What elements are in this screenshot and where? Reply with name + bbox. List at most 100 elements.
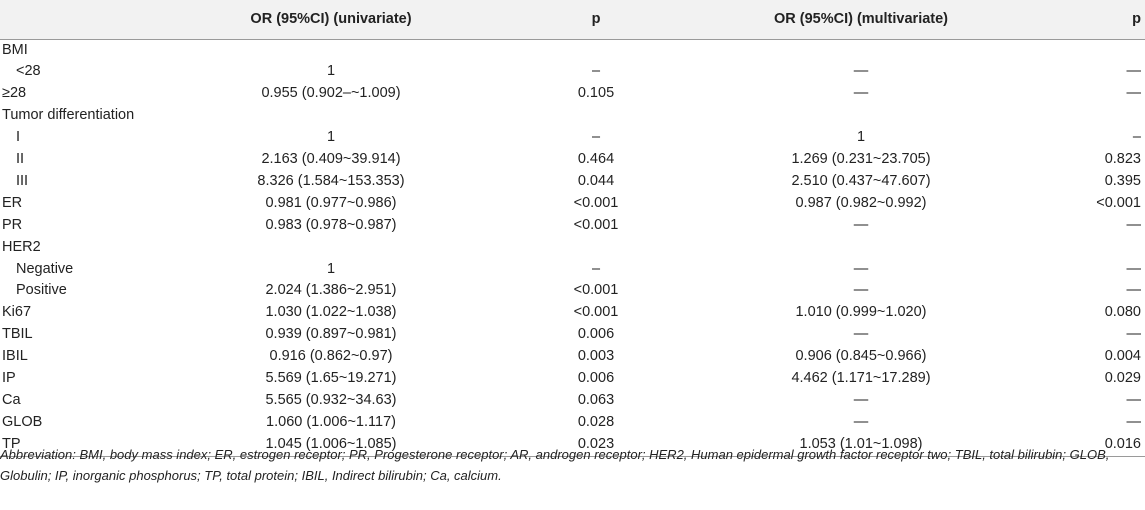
cell-variable: IP bbox=[2, 370, 16, 387]
cell-or-multivariate: 1.269 (0.231~23.705) bbox=[791, 151, 931, 168]
cell-or-univariate: 0.981 (0.977~0.986) bbox=[265, 194, 397, 211]
cell-or-multivariate: 1.053 (1.01~1.098) bbox=[726, 433, 996, 457]
table-row: HER2 bbox=[0, 237, 1145, 259]
cell-or-univariate: 0.916 (0.862~0.97) bbox=[269, 348, 393, 365]
cell-p-univariate: 0.105 bbox=[577, 85, 615, 102]
cell-or-multivariate: — bbox=[853, 260, 869, 277]
cell-or-univariate: 1 bbox=[326, 260, 336, 277]
table-row: ≥28 0.955 (0.902–~1.009) 0.105 — — bbox=[0, 83, 1145, 105]
cell-p-univariate: – bbox=[591, 63, 601, 80]
cell-variable: TP bbox=[0, 433, 196, 457]
cell-or-univariate bbox=[196, 39, 466, 61]
cell-or-multivariate bbox=[726, 39, 996, 61]
cell-variable: <28 bbox=[16, 63, 41, 80]
cell-p-multivariate: <0.001 bbox=[1096, 194, 1141, 211]
header-p-univariate: p bbox=[466, 0, 726, 40]
cell-p-univariate: – bbox=[591, 129, 601, 146]
cell-or-multivariate: — bbox=[853, 282, 869, 299]
cell-p-univariate: <0.001 bbox=[573, 282, 619, 299]
cell-p-univariate: 0.003 bbox=[577, 348, 615, 365]
table-row: IP 5.569 (1.65~19.271) 0.006 4.462 (1.171~1… bbox=[0, 368, 1145, 390]
cell-or-univariate: 2.163 (0.409~39.914) bbox=[261, 151, 401, 168]
cell-p-univariate bbox=[466, 237, 726, 259]
cell-variable: HER2 bbox=[2, 238, 41, 255]
cell-p-multivariate: — bbox=[1126, 326, 1142, 343]
cell-or-univariate: 0.983 (0.978~0.987) bbox=[265, 216, 397, 233]
cell-p-univariate bbox=[466, 105, 726, 127]
cell-variable: ER bbox=[2, 194, 23, 211]
cell-or-multivariate: 1 bbox=[856, 129, 866, 146]
cell-p-multivariate: — bbox=[1126, 260, 1142, 277]
table-row: Ki67 1.030 (1.022~1.038) <0.001 1.010 (0.99… bbox=[0, 302, 1145, 324]
cell-or-multivariate: — bbox=[853, 326, 869, 343]
cell-or-univariate: 5.569 (1.65~19.271) bbox=[265, 370, 397, 387]
table-row: GLOB 1.060 (1.006~1.117) 0.028 — — bbox=[0, 412, 1145, 434]
cell-p-multivariate bbox=[996, 237, 1145, 259]
cell-p-univariate: <0.001 bbox=[573, 194, 619, 211]
table-row: Negative 1 – — — bbox=[0, 259, 1145, 281]
cell-or-univariate: 1.045 (1.006~1.085) bbox=[196, 433, 466, 457]
cell-p-univariate: – bbox=[591, 260, 601, 277]
cell-variable: II bbox=[16, 151, 25, 168]
cell-or-multivariate: 4.462 (1.171~17.289) bbox=[791, 370, 931, 387]
cell-variable: Negative bbox=[16, 260, 74, 277]
cell-or-univariate: 2.024 (1.386~2.951) bbox=[265, 282, 397, 299]
cell-variable: III bbox=[16, 172, 29, 189]
cell-p-univariate: 0.464 bbox=[577, 151, 615, 168]
cell-or-univariate: 1 bbox=[326, 129, 336, 146]
cell-variable: IBIL bbox=[2, 348, 28, 365]
cell-p-univariate: 0.044 bbox=[577, 172, 615, 189]
cell-or-univariate bbox=[196, 105, 466, 127]
cell-p-multivariate: 0.080 bbox=[1104, 304, 1141, 321]
cell-p-multivariate: 0.016 bbox=[996, 433, 1145, 457]
cell-or-multivariate: — bbox=[853, 85, 869, 102]
cell-variable: ≥28 bbox=[2, 85, 27, 102]
cell-p-univariate bbox=[466, 39, 726, 61]
cell-p-univariate: 0.028 bbox=[577, 413, 615, 430]
cell-or-univariate: 0.939 (0.897~0.981) bbox=[265, 326, 397, 343]
header-or-multivariate: OR (95%CI) (multivariate) bbox=[726, 0, 996, 40]
header-row: OR (95%CI) (univariate) p OR (95%CI) (mu… bbox=[0, 0, 1145, 40]
cell-variable: BMI bbox=[2, 41, 28, 58]
cell-p-multivariate: — bbox=[1126, 413, 1142, 430]
table-row: ER 0.981 (0.977~0.986) <0.001 0.987 (0.982~… bbox=[0, 193, 1145, 215]
cell-p-multivariate bbox=[996, 105, 1145, 127]
table-row: II 2.163 (0.409~39.914) 0.464 1.269 (0.231~… bbox=[0, 149, 1145, 171]
table-row: TP 1.045 (1.006~1.085) 0.023 1.053 (1.01~1.… bbox=[0, 433, 1145, 457]
table-body: BMI <28 1 – — — ≥28 0.955 (0.902–~1.009) 0.105 — —… bbox=[0, 39, 1145, 457]
cell-or-multivariate bbox=[726, 237, 996, 259]
table-row: BMI bbox=[0, 39, 1145, 61]
cell-p-multivariate: 0.004 bbox=[1104, 348, 1141, 365]
cell-p-multivariate: — bbox=[1126, 216, 1142, 233]
table-row: I 1 – 1 – bbox=[0, 127, 1145, 149]
cell-or-multivariate: — bbox=[853, 413, 869, 430]
cell-or-univariate: 0.955 (0.902–~1.009) bbox=[261, 85, 401, 102]
cell-or-multivariate: 2.510 (0.437~47.607) bbox=[791, 172, 931, 189]
cell-p-multivariate: 0.029 bbox=[1104, 370, 1141, 387]
table-row: <28 1 – — — bbox=[0, 61, 1145, 83]
cell-or-univariate: 8.326 (1.584~153.353) bbox=[257, 172, 405, 189]
cell-p-univariate: 0.006 bbox=[577, 370, 615, 387]
table-row: PR 0.983 (0.978~0.987) <0.001 — — bbox=[0, 215, 1145, 237]
table-row: TBIL 0.939 (0.897~0.981) 0.006 — — bbox=[0, 324, 1145, 346]
cell-or-univariate bbox=[196, 237, 466, 259]
cell-variable: Ca bbox=[2, 392, 21, 408]
cell-p-multivariate: — bbox=[1126, 85, 1142, 102]
cell-or-multivariate: — bbox=[853, 392, 869, 408]
cell-or-multivariate: — bbox=[853, 216, 869, 233]
table-row: Tumor differentiation bbox=[0, 105, 1145, 127]
table-row: IBIL 0.916 (0.862~0.97) 0.003 0.906 (0.845~… bbox=[0, 346, 1145, 368]
cell-or-multivariate: — bbox=[853, 63, 869, 80]
regression-table: OR (95%CI) (univariate) p OR (95%CI) (mu… bbox=[0, 0, 1145, 457]
cell-variable: TBIL bbox=[2, 326, 33, 343]
cell-or-multivariate: 0.987 (0.982~0.992) bbox=[795, 194, 927, 211]
cell-or-multivariate: 1.010 (0.999~1.020) bbox=[795, 304, 927, 321]
header-variable bbox=[0, 0, 196, 40]
table-row: Ca 5.565 (0.932~34.63) 0.063 — — bbox=[0, 390, 1145, 412]
cell-p-multivariate: — bbox=[1126, 282, 1142, 299]
cell-variable: PR bbox=[2, 216, 23, 233]
cell-or-multivariate bbox=[726, 105, 996, 127]
header-p-multivariate: p bbox=[996, 0, 1145, 40]
cell-p-univariate: 0.006 bbox=[577, 326, 615, 343]
